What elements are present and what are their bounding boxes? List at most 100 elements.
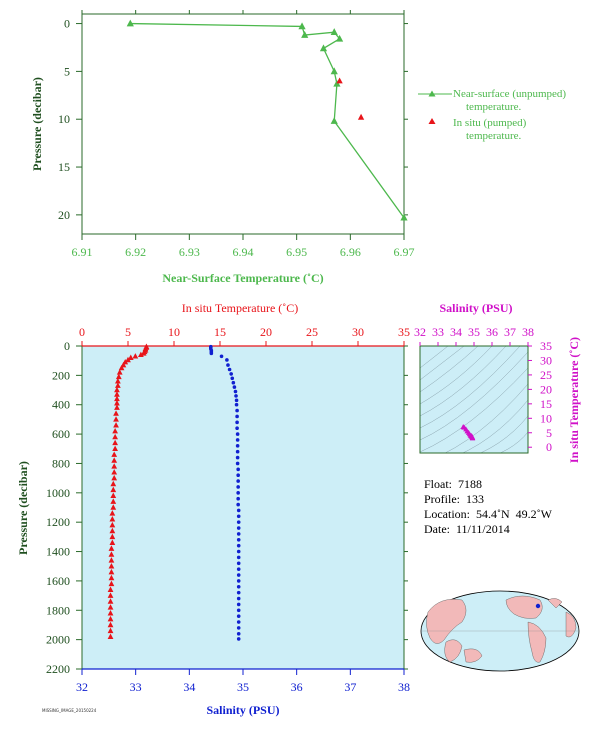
profile-plot-background [82,346,404,669]
temperature-point [138,351,144,358]
top-y-axis-label: Pressure (decibar) [30,77,44,171]
ts-x-tick-label: 33 [432,325,444,339]
temperature-tick-label: 5 [125,325,131,339]
salinity-point [231,380,236,385]
temperature-point [111,469,118,475]
temperature-point [112,433,118,440]
top-x-tick-label: 6.93 [179,245,200,259]
salinity-point [236,579,241,583]
temperature-point [114,404,120,410]
salinity-point [236,631,241,636]
profile-y-axis-label: Pressure (decibar) [16,461,30,555]
salinity-point [230,376,235,381]
unpumped-temperature-point [319,44,328,52]
temperature-point [108,545,115,551]
temperature-tick-label: 20 [260,325,272,339]
salinity-point [235,449,240,454]
temperature-point [107,586,114,592]
ts-x-tick-label: 35 [468,325,480,339]
salinity-point [236,526,241,530]
temperature-point [110,486,117,493]
ts-plot-background [420,346,528,453]
temperature-tick-label: 15 [214,325,226,339]
ts-x-tick-label: 38 [522,325,534,339]
temperature-tick-label: 30 [352,325,364,339]
temperature-point [107,627,114,634]
profile-y-tick-label: 200 [52,368,70,382]
top-x-tick-label: 6.97 [394,245,415,259]
profile-y-tick-label: 1600 [46,574,70,588]
salinity-point [236,491,240,495]
ts-title: Salinity (PSU) [439,301,512,315]
ts-y-axis-label: In situ Temperature (˚C) [567,337,581,463]
salinity-point [234,398,239,403]
temperature-axis-label: In situ Temperature (˚C) [182,301,299,315]
salinity-point [236,520,241,524]
map-land [426,595,577,663]
temperature-point [112,439,118,446]
salinity-point [209,351,214,356]
top-y-tick-label: 20 [58,208,70,222]
salinity-tick-label: 32 [76,680,88,694]
temperature-point [110,504,117,510]
top-y-tick-label: 0 [64,17,70,31]
unpumped-temperature-point [400,213,408,221]
footer-tiny-text: MISSING_IMAGE_20150224 [42,708,97,713]
salinity-point [236,538,241,542]
salinity-point [229,372,233,376]
salinity-tick-label: 38 [398,680,410,694]
salinity-point [232,385,237,389]
temperature-point [115,373,122,380]
temperature-point [114,395,120,402]
profile-y-tick-label: 1400 [46,545,70,559]
ts-y-tick-label: 5 [546,426,552,440]
info-location: Location: 54.4˚N 49.2˚W [424,507,552,521]
temperature-point [111,457,118,463]
salinity-point [236,485,240,489]
salinity-point [235,420,239,425]
temperature-point [109,527,116,534]
unpumped-temperature-point [336,34,344,42]
salinity-point [236,614,241,618]
salinity-point [236,637,241,641]
salinity-point [235,444,240,448]
temperature-point [108,551,115,557]
temperature-point [109,516,116,522]
salinity-point [236,496,240,501]
top-x-tick-label: 6.95 [286,245,307,259]
temperature-point [113,416,119,422]
unpumped-temperature-point [330,67,338,75]
temperature-tick-label: 35 [398,325,410,339]
profile-y-tick-label: 400 [52,398,70,412]
top-y-tick-label: 15 [58,160,70,174]
temperature-point [111,474,118,481]
salinity-point [236,602,241,607]
salinity-point [235,438,240,442]
density-contours [420,346,528,453]
temperature-point [107,604,114,610]
info-float: Float: 7188 [424,477,483,491]
top-x-tick-label: 6.91 [72,245,93,259]
temperature-point [109,539,116,545]
top-x-tick-label: 6.92 [125,245,146,259]
temperature-point [114,391,120,397]
temperature-point [109,533,116,540]
salinity-point [236,608,241,613]
salinity-point [236,590,241,595]
salinity-point [236,567,241,571]
salinity-point [236,502,240,507]
salinity-point [233,389,238,394]
temperature-point [112,427,118,434]
salinity-point [219,354,224,359]
salinity-axis-label: Salinity (PSU) [206,703,279,717]
temperature-point [115,382,121,388]
legend-triangle-green [428,90,436,97]
info-profile: Profile: 133 [424,492,484,506]
salinity-point [236,532,241,536]
ts-x-tick-label: 37 [504,325,516,339]
info-date: Date: 11/11/2014 [424,522,510,536]
temperature-point [109,510,116,516]
unpumped-temperature-point [330,28,338,35]
top-legend: Near-surface (unpumped) temperature. In … [418,88,566,142]
